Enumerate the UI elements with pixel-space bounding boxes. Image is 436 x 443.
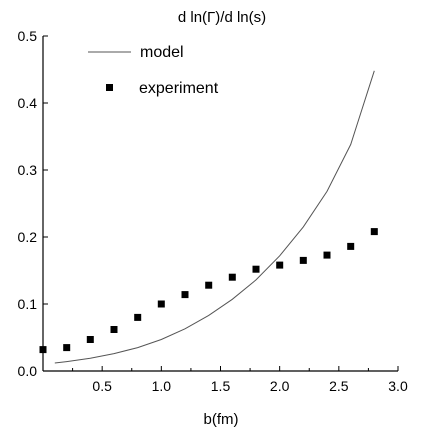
y-tick-label: 0.1: [18, 296, 38, 312]
experiment-point: [134, 313, 142, 321]
y-tick-label: 0.5: [18, 28, 38, 44]
experiment-point: [276, 261, 284, 269]
experiment-point: [63, 344, 71, 352]
x-tick-label: 2.0: [270, 378, 290, 394]
experiment-point: [39, 346, 47, 354]
experiment-point: [205, 281, 213, 289]
legend-experiment-swatch: [106, 84, 113, 91]
x-tick-label: 0.5: [92, 378, 112, 394]
experiment-point: [157, 300, 165, 308]
experiment-series: [39, 228, 378, 354]
x-tick-label: 1.5: [211, 378, 231, 394]
experiment-point: [228, 273, 236, 281]
experiment-point: [323, 251, 331, 259]
x-tick-label: 2.5: [329, 378, 349, 394]
experiment-point: [370, 228, 378, 236]
model-line: [54, 70, 375, 364]
experiment-point: [252, 265, 260, 273]
model-series: [54, 70, 375, 364]
legend: model experiment: [88, 44, 219, 97]
y-tick-label: 0.3: [18, 162, 38, 178]
legend-experiment-label: experiment: [139, 80, 219, 97]
chart-title: d ln(Γ)/d ln(s): [178, 9, 266, 26]
experiment-point: [299, 256, 307, 264]
experiment-point: [347, 242, 355, 250]
x-tick-label: 1.0: [152, 378, 172, 394]
experiment-point: [86, 336, 94, 343]
axes: [42, 36, 398, 372]
x-tick-label: 3.0: [388, 378, 408, 394]
legend-model-label: model: [140, 44, 184, 61]
ticks: 0.5 1.0 1.5 2.0 2.5 3.0 0.0 0.1 0.2 0.3 0.4 0.5: [18, 28, 408, 394]
y-tick-label: 0.4: [18, 95, 38, 111]
experiment-point: [110, 326, 118, 333]
experiment-point: [181, 291, 189, 299]
x-axis-label: b(fm): [204, 411, 239, 428]
y-tick-label: 0.2: [18, 229, 38, 245]
y-tick-label: 0.0: [18, 363, 38, 379]
